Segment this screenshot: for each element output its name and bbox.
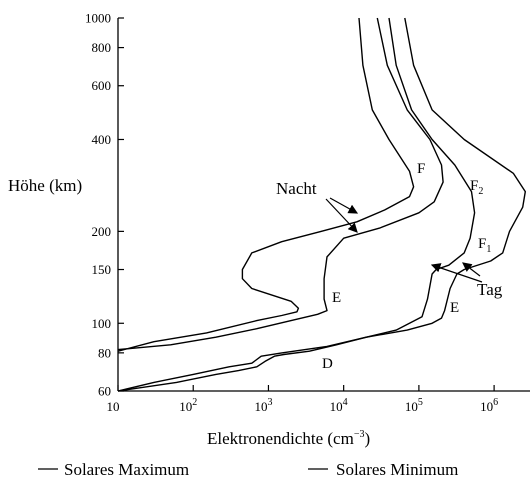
legend-label-solar-minimum: Solares Minimum [336,460,458,479]
x-axis-label: Elektronendichte (cm−3) [207,429,370,448]
x-tick-base: 10 [405,399,418,414]
curve-label-f1: F1 [478,236,491,255]
curve-label-tag: Tag [477,280,503,299]
x-tick-exponent: 4 [343,397,348,408]
y-tick-label: 150 [92,262,112,277]
axes [117,18,530,392]
curve-night-inner [117,17,415,352]
x-tick-label: 10 [107,399,120,414]
arrow-nacht-upper [329,197,359,214]
x-tick-label: 102 [179,397,197,414]
x-axis-label-exponent: −3 [354,429,365,440]
y-tick-label: 400 [92,132,112,147]
x-tick-base: 10 [179,399,192,414]
y-tick-label: 100 [92,316,112,331]
y-tick-label: 1000 [85,11,111,26]
y-tick-label: 600 [92,78,112,93]
x-tick-label: 104 [330,397,348,414]
curve-label-f: F [417,161,425,177]
legend: Solares Maximum Solares Minimum [38,460,458,479]
y-tick-label: 200 [92,224,112,239]
annotations: F F2 F1 E E D Nacht Tag [276,161,503,372]
arrow-tag-right [462,262,481,277]
x-tick-exponent: 2 [192,397,197,408]
curves [117,17,526,392]
y-tick-label: 80 [98,345,111,360]
curve-label-f2: F2 [470,178,483,197]
curve-label-e_night: E [332,290,341,306]
curve-day-min [117,17,476,392]
y-tick-label: 60 [98,384,111,399]
curve-night-outer [117,17,444,351]
x-tick-label: 105 [405,397,423,414]
x-tick-base: 10 [330,399,343,414]
x-tick-base: 10 [254,399,267,414]
x-tick-base: 10 [480,399,493,414]
curve-label-e_day: E [450,300,459,316]
x-tick-base: 10 [107,399,120,414]
y-axis-label: Höhe (km) [8,176,82,195]
curve-label-d: D [322,356,333,372]
x-tick-exponent: 6 [493,397,498,408]
y-tick-label: 800 [92,40,112,55]
x-tick-label: 106 [480,397,498,414]
x-axis-label-close: ) [364,429,370,448]
arrow-tag-left [430,263,483,283]
x-tick-exponent: 3 [267,397,272,408]
arrow-nacht-lower [325,198,358,233]
x-axis-label-text: Elektronendichte (cm [207,429,354,448]
legend-label-solar-maximum: Solares Maximum [64,460,189,479]
x-tick-exponent: 5 [418,397,423,408]
curve-day-max [117,17,526,392]
x-tick-label: 103 [254,397,272,414]
curve-label-nacht: Nacht [276,179,317,198]
